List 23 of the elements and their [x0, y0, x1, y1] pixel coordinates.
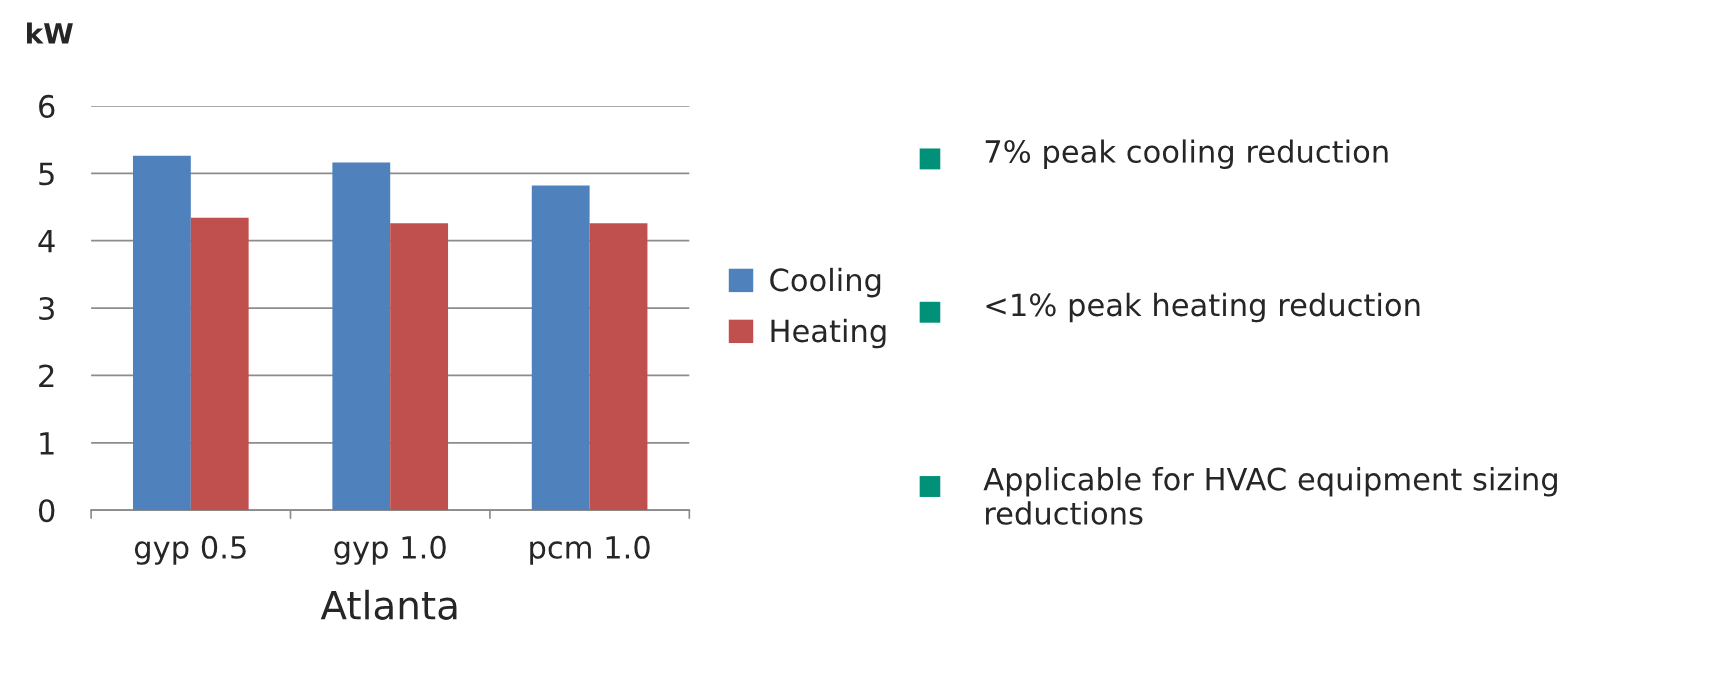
- y-tick-label: 1: [40, 432, 54, 455]
- bar: [132, 155, 191, 511]
- y-tick-label: 0: [38, 499, 55, 523]
- bar: [531, 185, 590, 511]
- y-tick-label: 4: [38, 230, 55, 253]
- x-tick-label: gyp 1.0: [334, 535, 446, 565]
- bar: [332, 162, 391, 511]
- x-tick-label: gyp 0.5: [134, 535, 246, 565]
- y-tick-label: 2: [39, 364, 54, 388]
- text: <1% peak heating reduction: [986, 292, 1420, 323]
- legend-label: Heating: [771, 318, 886, 349]
- y-axis-title: kW: [27, 22, 73, 44]
- y-tick-label: 5: [39, 162, 54, 186]
- bar: [589, 223, 648, 511]
- x-tick-label: pcm 1.0: [530, 535, 650, 565]
- text: 7% peak cooling reduction: [985, 139, 1388, 169]
- bar: [190, 217, 249, 511]
- y-tick-label: 3: [39, 297, 54, 321]
- text: Applicable for HVAC equipment sizing reductions: [983, 466, 1557, 525]
- legend-label: Cooling: [770, 267, 881, 298]
- x-axis-title: Atlanta: [320, 589, 457, 620]
- bar: [390, 223, 449, 511]
- y-tick-label: 6: [39, 94, 55, 118]
